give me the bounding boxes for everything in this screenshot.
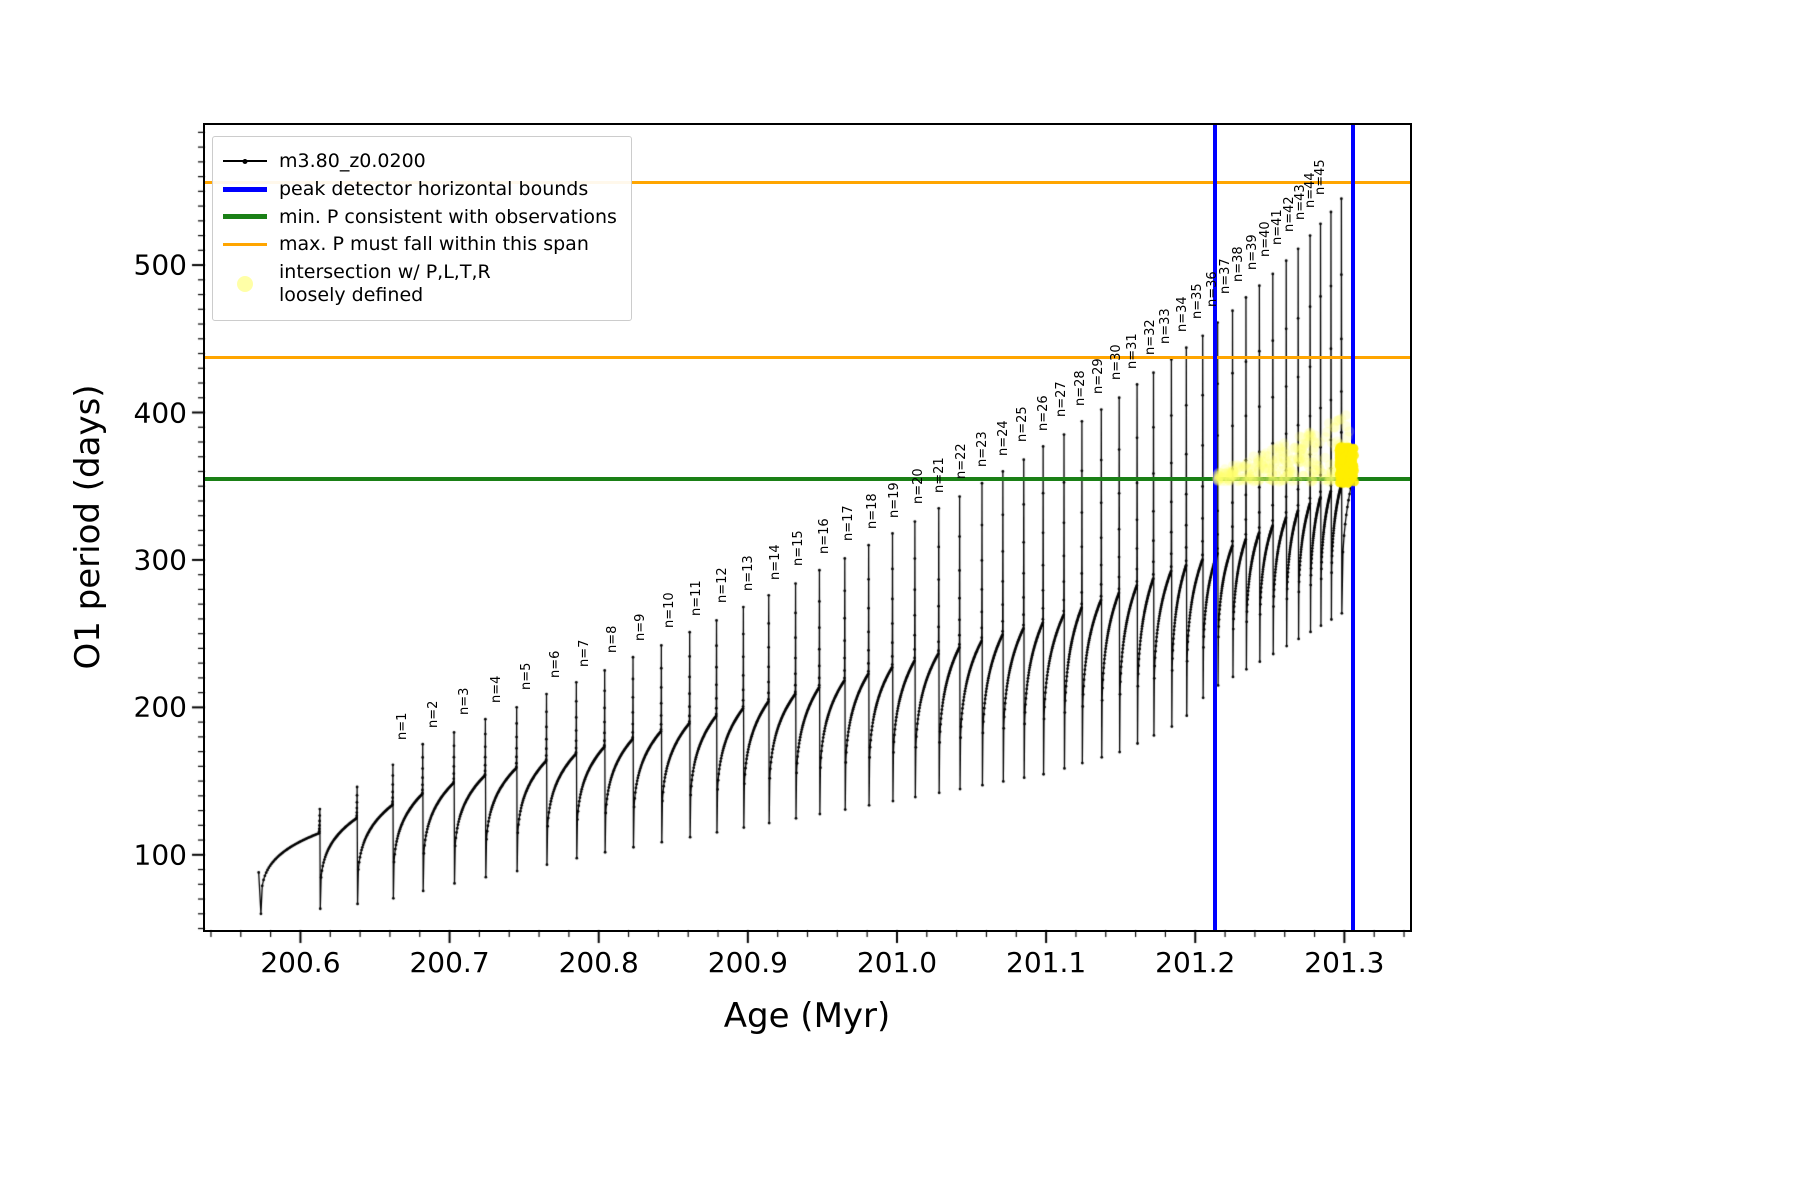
legend-item-max-period: max. P must fall within this span [223, 233, 617, 256]
y-axis-label: O1 period (days) [68, 384, 108, 670]
green-line-swatch [223, 214, 267, 220]
legend: m3.80_z0.0200 peak detector horizontal b… [212, 136, 632, 321]
legend-label-max-period: max. P must fall within this span [279, 233, 589, 256]
legend-label-series: m3.80_z0.0200 [279, 150, 426, 172]
min-period-line [205, 476, 1410, 481]
legend-item-series: m3.80_z0.0200 [223, 150, 617, 173]
legend-label-intersection: intersection w/ P,L,T,R loosely defined [279, 261, 491, 306]
legend-item-min-period: min. P consistent with observations [223, 206, 617, 229]
yellow-dot [237, 275, 253, 292]
legend-item-peak-bounds: peak detector horizontal bounds [223, 178, 617, 201]
series-line-swatch [223, 158, 267, 164]
x-axis-label: Age (Myr) [723, 996, 891, 1036]
max-period-lower-line [205, 356, 1410, 360]
series-marker-dot [242, 158, 248, 164]
legend-label-peak-bounds: peak detector horizontal bounds [279, 177, 589, 200]
legend-item-intersection: intersection w/ P,L,T,R loosely defined [223, 261, 617, 307]
blue-line-swatch [223, 186, 267, 192]
peak-detector-left-bound-line [1212, 125, 1217, 930]
legend-label-min-period: min. P consistent with observations [279, 205, 617, 228]
orange-line-swatch [223, 243, 267, 247]
yellow-dot-swatch [223, 275, 267, 293]
peak-detector-right-bound-line [1351, 125, 1356, 930]
